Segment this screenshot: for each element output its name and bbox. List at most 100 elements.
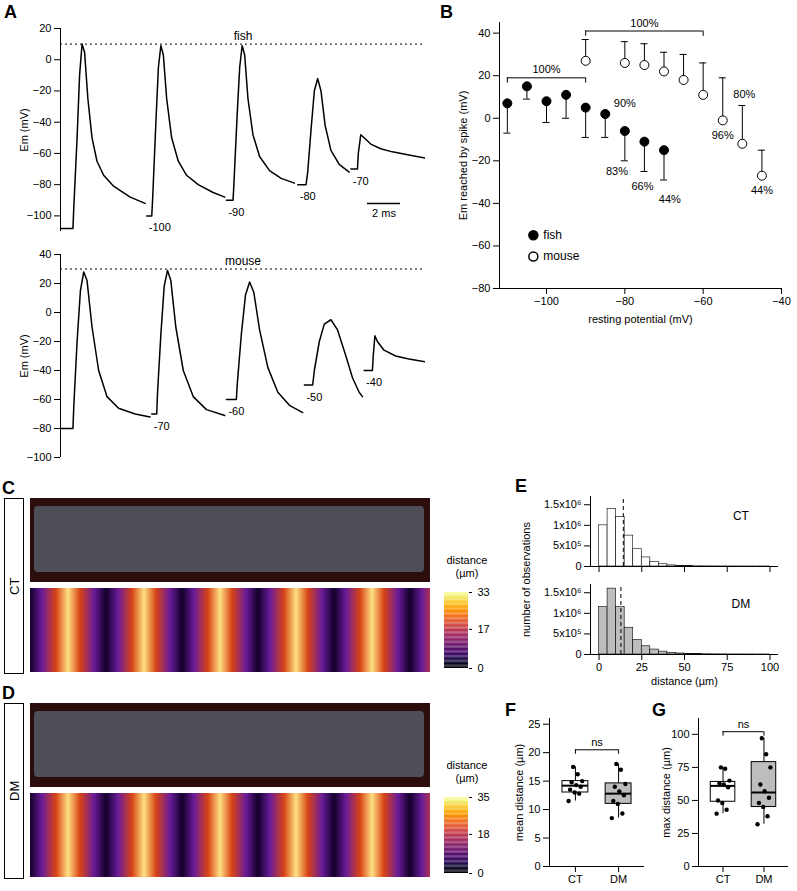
svg-text:20: 20 <box>478 69 490 81</box>
svg-text:96%: 96% <box>712 129 734 141</box>
svg-text:18: 18 <box>478 828 490 840</box>
svg-text:1.5x10⁶: 1.5x10⁶ <box>544 498 582 510</box>
svg-text:5x10⁵: 5x10⁵ <box>553 627 581 639</box>
svg-text:17: 17 <box>478 623 490 635</box>
svg-text:0: 0 <box>596 661 602 673</box>
svg-text:75: 75 <box>721 661 733 673</box>
html-text:B: B <box>440 2 453 22</box>
svg-text:max distance (µm): max distance (µm) <box>660 747 672 838</box>
html-text:G: G <box>652 700 666 720</box>
svg-text:100%: 100% <box>630 17 658 29</box>
svg-text:40: 40 <box>39 248 51 260</box>
svg-text:0: 0 <box>534 860 540 872</box>
svg-text:−40: −40 <box>472 197 491 209</box>
svg-text:mean distance (µm): mean distance (µm) <box>513 744 525 841</box>
svg-text:DM: DM <box>610 873 627 885</box>
svg-text:Em (mV): Em (mV) <box>18 108 30 151</box>
svg-text:Em (mV): Em (mV) <box>18 334 30 377</box>
svg-text:25: 25 <box>636 661 648 673</box>
svg-text:20: 20 <box>528 746 540 758</box>
svg-text:0: 0 <box>575 560 581 572</box>
svg-text:−100: −100 <box>534 295 559 307</box>
svg-text:−60: −60 <box>33 393 52 405</box>
svg-text:2 ms: 2 ms <box>372 207 396 219</box>
svg-text:44%: 44% <box>659 193 681 205</box>
svg-text:-70: -70 <box>353 175 369 187</box>
svg-text:−60: −60 <box>694 295 713 307</box>
svg-text:66%: 66% <box>631 180 653 192</box>
svg-text:50: 50 <box>678 661 690 673</box>
svg-text:100: 100 <box>761 661 779 673</box>
svg-text:−20: −20 <box>472 154 491 166</box>
svg-text:15: 15 <box>528 775 540 787</box>
svg-text:5x10⁵: 5x10⁵ <box>553 539 581 551</box>
svg-text:−20: −20 <box>33 335 52 347</box>
svg-text:83%: 83% <box>606 165 628 177</box>
svg-text:90%: 90% <box>614 97 636 109</box>
html-text:CT: CT <box>6 577 22 595</box>
html-text:C: C <box>2 478 15 498</box>
svg-text:ns: ns <box>591 736 603 748</box>
svg-text:−40: −40 <box>33 364 52 376</box>
svg-text:5: 5 <box>534 832 540 844</box>
svg-text:-100: -100 <box>149 221 171 233</box>
svg-text:−80: −80 <box>615 295 634 307</box>
svg-text:−20: −20 <box>33 84 52 96</box>
svg-text:distance (µm): distance (µm) <box>651 675 718 687</box>
svg-text:50: 50 <box>677 794 689 806</box>
svg-text:10: 10 <box>528 803 540 815</box>
svg-text:100%: 100% <box>532 63 560 75</box>
svg-text:CT: CT <box>733 509 750 523</box>
svg-text:−40: −40 <box>772 295 791 307</box>
svg-text:0: 0 <box>45 53 51 65</box>
svg-text:0: 0 <box>478 662 484 674</box>
svg-text:-80: -80 <box>300 190 316 202</box>
svg-text:-60: -60 <box>228 405 244 417</box>
svg-text:44%: 44% <box>751 184 773 196</box>
svg-text:0: 0 <box>478 867 484 879</box>
svg-text:−80: −80 <box>33 178 52 190</box>
svg-text:−60: −60 <box>33 147 52 159</box>
svg-text:−60: −60 <box>472 239 491 251</box>
svg-text:-50: -50 <box>306 391 322 403</box>
svg-text:100: 100 <box>671 728 689 740</box>
svg-text:−40: −40 <box>33 116 52 128</box>
svg-text:40: 40 <box>478 27 490 39</box>
svg-text:-70: -70 <box>154 420 170 432</box>
html-text:D: D <box>2 683 15 703</box>
svg-text:25: 25 <box>677 827 689 839</box>
svg-text:1x10⁶: 1x10⁶ <box>553 607 581 619</box>
svg-text:mouse: mouse <box>543 249 579 263</box>
html-text:DM: DM <box>6 780 22 802</box>
svg-text:0: 0 <box>575 648 581 660</box>
svg-text:ns: ns <box>738 718 750 730</box>
svg-text:resting potential (mV): resting potential (mV) <box>588 313 693 325</box>
svg-text:33: 33 <box>478 586 490 598</box>
svg-text:1x10⁶: 1x10⁶ <box>553 519 581 531</box>
html-text:A: A <box>4 2 17 22</box>
svg-text:25: 25 <box>528 718 540 730</box>
svg-text:fish: fish <box>543 228 562 242</box>
svg-text:−100: −100 <box>27 209 52 221</box>
svg-text:0: 0 <box>45 306 51 318</box>
svg-text:−80: −80 <box>33 422 52 434</box>
svg-text:Em reached by spike (mV): Em reached by spike (mV) <box>457 91 469 221</box>
svg-text:CT: CT <box>716 873 731 885</box>
svg-text:20: 20 <box>39 277 51 289</box>
svg-text:0: 0 <box>484 112 490 124</box>
svg-text:fish: fish <box>234 29 253 43</box>
svg-text:35: 35 <box>478 791 490 803</box>
svg-text:0: 0 <box>683 860 689 872</box>
svg-text:80%: 80% <box>733 88 755 100</box>
svg-text:DM: DM <box>732 597 751 611</box>
svg-text:1.5x10⁶: 1.5x10⁶ <box>544 586 582 598</box>
svg-text:DM: DM <box>755 873 772 885</box>
svg-text:75: 75 <box>677 761 689 773</box>
svg-text:20: 20 <box>39 22 51 34</box>
svg-text:−100: −100 <box>27 451 52 463</box>
svg-text:CT: CT <box>568 873 583 885</box>
svg-text:mouse: mouse <box>225 254 261 268</box>
svg-text:-40: -40 <box>366 376 382 388</box>
svg-text:-90: -90 <box>228 206 244 218</box>
svg-text:−80: −80 <box>472 282 491 294</box>
